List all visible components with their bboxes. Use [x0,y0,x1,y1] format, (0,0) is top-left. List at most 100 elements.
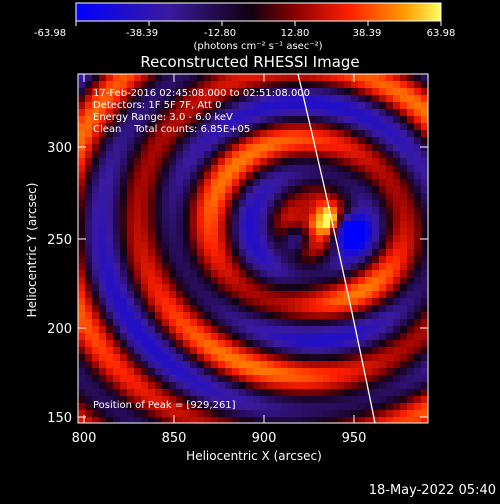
heatmap-pixel [141,312,149,320]
heatmap-pixel [141,263,149,271]
heatmap-pixel [99,123,107,131]
heatmap-pixel [85,361,93,369]
heatmap-pixel [99,172,107,180]
heatmap-pixel [169,151,177,159]
heatmap-pixel [344,200,352,208]
heatmap-pixel [400,137,408,145]
heatmap-pixel [78,179,86,187]
heatmap-pixel [134,102,142,110]
heatmap-pixel [358,298,366,306]
heatmap-pixel [302,410,310,418]
heatmap-pixel [309,235,317,243]
heatmap-pixel [155,228,163,236]
heatmap-pixel [365,403,373,411]
heatmap-pixel [99,137,107,145]
heatmap-pixel [358,256,366,264]
heatmap-pixel [148,354,156,362]
heatmap-pixel [155,200,163,208]
heatmap-pixel [414,221,422,229]
heatmap-pixel [253,277,261,285]
heatmap-pixel [155,263,163,271]
heatmap-pixel [309,340,317,348]
heatmap-pixel [400,102,408,110]
heatmap-pixel [386,410,394,418]
heatmap-pixel [365,312,373,320]
heatmap-pixel [92,375,100,383]
heatmap-pixel [386,137,394,145]
heatmap-pixel [344,396,352,404]
heatmap-pixel [162,284,170,292]
heatmap-pixel [85,347,93,355]
heatmap-pixel [232,291,240,299]
heatmap-pixel [281,200,289,208]
heatmap-pixel [190,158,198,166]
heatmap-pixel [127,326,135,334]
heatmap-pixel [379,158,387,166]
heatmap-pixel [386,263,394,271]
heatmap-pixel [421,172,428,180]
heatmap-pixel [162,123,170,131]
heatmap-pixel [176,354,184,362]
heatmap-pixel [274,340,282,348]
heatmap-pixel [232,284,240,292]
heatmap-pixel [330,410,338,418]
heatmap-pixel [127,361,135,369]
heatmap-pixel [204,410,212,418]
heatmap-pixel [190,242,198,250]
heatmap-pixel [246,221,254,229]
heatmap-pixel [78,151,86,159]
heatmap-pixel [358,389,366,397]
heatmap-pixel [267,74,275,82]
heatmap-pixel [400,417,408,423]
heatmap-pixel [127,186,135,194]
heatmap-pixel [330,151,338,159]
heatmap-pixel [365,137,373,145]
heatmap-pixel [190,410,198,418]
heatmap-pixel [155,102,163,110]
heatmap-pixel [351,151,359,159]
heatmap-pixel [421,396,428,404]
heatmap-pixel [225,396,233,404]
info-energy-range: Energy Range: 3.0 - 6.0 keV [93,112,233,123]
heatmap-pixel [358,347,366,355]
heatmap-pixel [190,123,198,131]
heatmap-pixel [92,403,100,411]
heatmap-pixel [358,130,366,138]
heatmap-pixel [295,403,303,411]
heatmap-pixel [302,291,310,299]
heatmap-pixel [211,333,219,341]
heatmap-pixel [218,277,226,285]
heatmap-pixel [316,235,324,243]
heatmap-pixel [204,382,212,390]
heatmap-pixel [92,151,100,159]
heatmap-pixel [302,179,310,187]
heatmap-pixel [246,116,254,124]
heatmap-pixel [155,158,163,166]
heatmap-pixel [414,249,422,257]
heatmap-pixel [113,186,121,194]
heatmap-pixel [176,228,184,236]
x-tick-label: 850 [162,431,187,446]
y-axis: 150 200 250 300 Heliocentric Y (arcsec) [25,141,428,426]
heatmap-pixel [372,410,380,418]
heatmap-pixel [190,284,198,292]
heatmap-pixel [309,396,317,404]
heatmap-pixel [148,214,156,222]
heatmap-pixel [337,298,345,306]
heatmap-pixel [302,109,310,117]
heatmap-pixel [204,214,212,222]
heatmap-pixel [260,249,268,257]
heatmap-pixel [141,130,149,138]
heatmap-pixel [344,102,352,110]
heatmap-pixel [274,410,282,418]
heatmap-pixel [253,123,261,131]
heatmap-pixel [85,228,93,236]
heatmap-pixel [85,109,93,117]
heatmap-pixel [344,256,352,264]
heatmap-pixel [274,277,282,285]
heatmap-pixel [162,403,170,411]
heatmap-pixel [330,291,338,299]
heatmap-pixel [253,186,261,194]
x-axis: 800 850 900 950 Heliocentric X (arcsec) [72,74,366,463]
heatmap-pixel [232,235,240,243]
